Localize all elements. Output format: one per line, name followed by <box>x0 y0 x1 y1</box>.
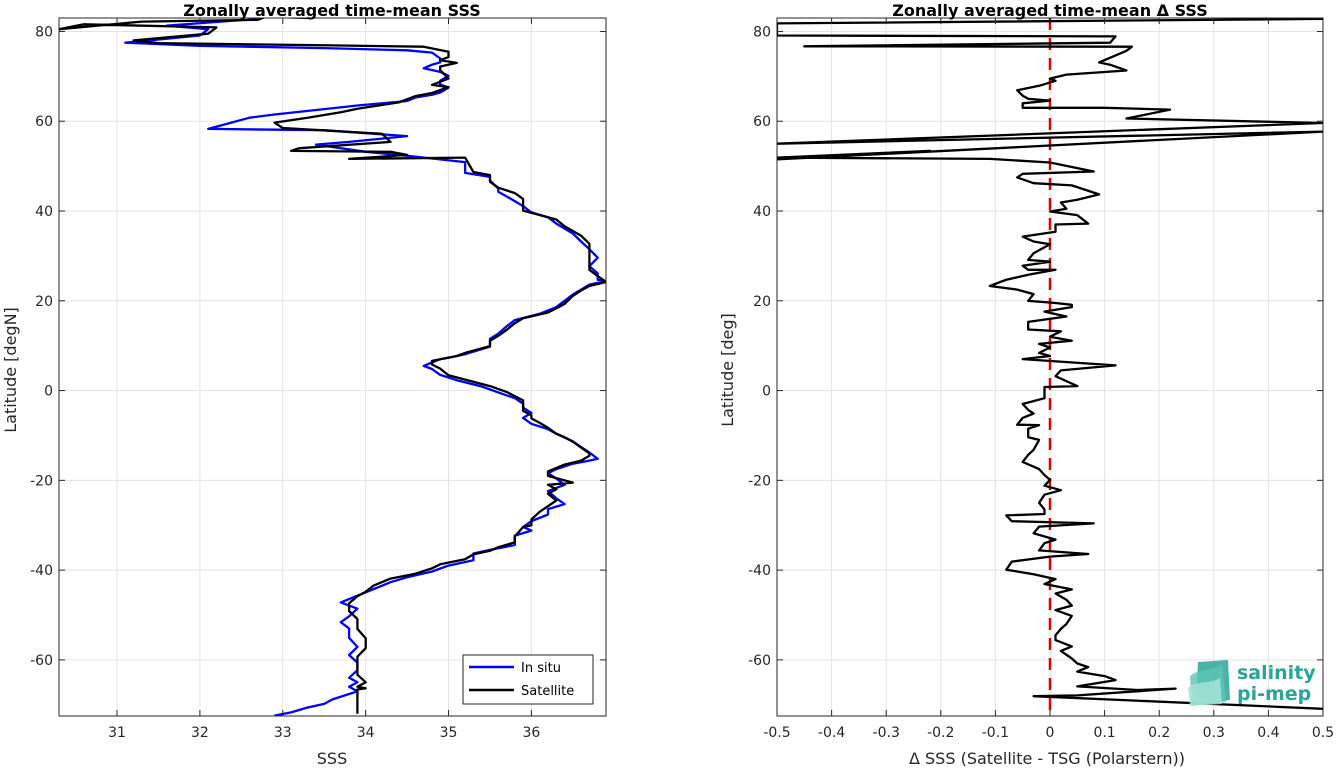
x-tick-label: 32 <box>191 725 209 741</box>
x-tick-label: 0.4 <box>1257 725 1279 741</box>
x-tick-label: -0.4 <box>818 725 845 741</box>
y-tick-label: 80 <box>35 24 53 40</box>
y-tick-label: 0 <box>44 384 53 400</box>
x-tick-label: -0.5 <box>763 725 790 741</box>
y-tick-label: 20 <box>35 294 53 310</box>
chart-title: Zonally averaged time-mean Δ SSS <box>892 1 1208 20</box>
y-tick-label: 60 <box>35 114 53 130</box>
y-tick-label: 20 <box>753 294 771 310</box>
x-tick-label: -0.2 <box>927 725 954 741</box>
y-tick-label: -40 <box>30 563 53 579</box>
y-tick-label: 60 <box>753 114 771 130</box>
series-group <box>777 18 1323 710</box>
legend: In situ Satellite <box>462 654 594 705</box>
x-tick-label: 33 <box>274 725 292 741</box>
x-tick-label: 34 <box>357 725 375 741</box>
x-axis-label: SSS <box>317 749 347 768</box>
panel-delta-sss: -0.5 -0.4 -0.3 -0.2 -0.1 0 0.1 0.2 0.3 0.4 0.5 -60 -… <box>718 1 1334 768</box>
x-tick-label: 0.3 <box>1203 725 1225 741</box>
x-tick-label: -0.1 <box>982 725 1009 741</box>
y-tick-label: -40 <box>748 563 771 579</box>
chart-title: Zonally averaged time-mean SSS <box>183 1 481 20</box>
x-tick-label: -0.3 <box>873 725 900 741</box>
salinity-pi-mep-logo: salinity pi-mep <box>1188 660 1316 706</box>
logo-text-salinity: salinity <box>1237 662 1316 684</box>
x-axis-label: Δ SSS (Satellite - TSG (Polarstern)) <box>909 749 1185 768</box>
y-tick-label: 0 <box>762 384 771 400</box>
y-tick-label: 40 <box>35 204 53 220</box>
x-tick-label: 0.2 <box>1148 725 1170 741</box>
x-tick-label: 0 <box>1046 725 1055 741</box>
y-tick-label: -60 <box>748 653 771 669</box>
x-tick-label: 35 <box>440 725 458 741</box>
legend-box <box>462 654 594 705</box>
y-tick-label: -60 <box>30 653 53 669</box>
y-axis-label: Latitude [deg] <box>718 313 737 427</box>
series-line-satellite <box>59 18 606 714</box>
x-tick-label: 0.5 <box>1312 725 1334 741</box>
x-tick-label: 31 <box>108 725 126 741</box>
x-tick-label: 36 <box>522 725 540 741</box>
wave-logo-icon <box>1188 660 1230 706</box>
y-tick-label: 80 <box>753 24 771 40</box>
x-tick-label: 0.1 <box>1093 725 1115 741</box>
axes-frame <box>58 17 607 717</box>
grid <box>59 18 606 716</box>
y-tick-label: -20 <box>30 473 53 489</box>
panel-sss: 31 32 33 34 35 36 -60 -40 -20 0 20 40 60 80 Zonally a… <box>1 1 607 768</box>
legend-label-in-situ: In situ <box>521 661 561 676</box>
legend-label-satellite: Satellite <box>521 684 574 699</box>
series-line-delta-sss <box>777 18 1323 710</box>
y-tick-label: -20 <box>748 473 771 489</box>
y-axis-label: Latitude [degN] <box>1 307 20 433</box>
logo-text-pi-mep: pi-mep <box>1237 683 1311 705</box>
y-tick-label: 40 <box>753 204 771 220</box>
series-group <box>59 18 606 716</box>
